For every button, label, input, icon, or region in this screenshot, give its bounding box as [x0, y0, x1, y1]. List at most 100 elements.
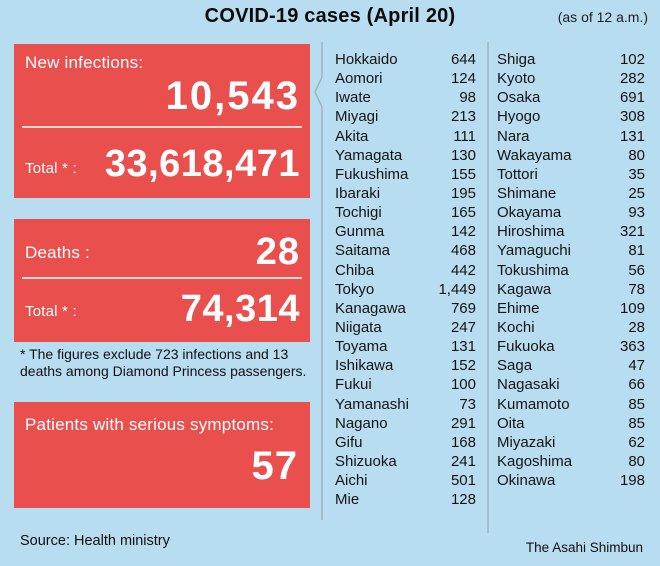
prefecture-value: 93: [628, 204, 645, 222]
prefecture-row: Aichi 501: [335, 471, 476, 490]
prefecture-row: Kyoto 282: [497, 69, 645, 88]
prefecture-name: Fukui: [335, 376, 372, 394]
prefecture-row: Tottori 35: [497, 165, 645, 184]
prefecture-row: Ibaraki 195: [335, 184, 476, 203]
prefecture-name: Ibaraki: [335, 184, 381, 202]
infections-total-value: 33,618,471: [104, 143, 300, 185]
prefecture-row: Miyagi 213: [335, 107, 476, 126]
prefecture-row: Hyogo 308: [497, 107, 645, 126]
prefecture-value: 85: [628, 414, 645, 432]
prefecture-value: 291: [450, 414, 476, 432]
prefecture-value: 109: [619, 299, 645, 317]
prefecture-name: Toyama: [335, 338, 388, 356]
prefecture-row: Okayama 93: [497, 203, 645, 222]
prefecture-row: Wakayama 80: [497, 146, 645, 165]
prefecture-name: Tottori: [497, 165, 538, 183]
prefecture-row: Okinawa 198: [497, 471, 645, 490]
prefecture-value: 111: [453, 127, 476, 145]
prefecture-value: 691: [619, 89, 645, 107]
prefecture-row: Fukushima 155: [335, 165, 476, 184]
prefecture-name: Nagasaki: [497, 376, 560, 394]
prefecture-name: Shizuoka: [335, 452, 397, 470]
diamond-princess-footnote: * The figures exclude 723 infections and…: [20, 346, 320, 380]
prefecture-row: Miyazaki 62: [497, 433, 645, 452]
prefecture-row: Saga 47: [497, 356, 645, 375]
prefecture-row: Toyama 131: [335, 337, 476, 356]
prefecture-row: Tokushima 56: [497, 261, 645, 280]
prefecture-row: Saitama 468: [335, 241, 476, 260]
prefecture-value: 308: [619, 108, 645, 126]
prefecture-name: Saga: [497, 357, 533, 375]
prefecture-name: Kanagawa: [335, 299, 406, 317]
page-title: COVID-19 cases (April 20): [204, 5, 456, 27]
prefecture-name: Kagawa: [497, 280, 552, 298]
prefecture-name: Iwate: [335, 89, 371, 107]
brace-divider-line: [314, 42, 323, 520]
serious-symptoms-value: 57: [251, 444, 298, 488]
prefecture-name: Ishikawa: [335, 357, 394, 375]
panel-divider: [22, 126, 302, 128]
prefecture-row: Tochigi 165: [335, 203, 476, 222]
prefecture-name: Okayama: [497, 204, 562, 222]
prefecture-value: 98: [459, 89, 476, 107]
prefecture-value: 81: [628, 242, 645, 260]
prefecture-name: Yamanashi: [335, 395, 409, 413]
prefecture-name: Tochigi: [335, 204, 382, 222]
prefecture-name: Hokkaido: [335, 51, 398, 68]
prefecture-column-1: Hokkaido 644 Aomori 124 Iwate 98 Miyagi 213 Akit…: [335, 50, 476, 509]
prefecture-value: 168: [450, 433, 476, 451]
prefecture-name: Aomori: [335, 70, 383, 88]
prefecture-name: Shimane: [497, 184, 557, 202]
prefecture-value: 80: [628, 452, 645, 470]
prefecture-row: Kagoshima 80: [497, 452, 645, 471]
prefecture-row: Yamaguchi 81: [497, 241, 645, 260]
prefecture-value: 644: [450, 51, 476, 68]
serious-symptoms-label: Patients with serious symptoms:: [25, 415, 275, 434]
prefecture-name: Kagoshima: [497, 452, 573, 470]
prefecture-name: Niigata: [335, 318, 382, 336]
prefecture-value: 131: [450, 338, 476, 356]
prefecture-value: 142: [450, 223, 476, 241]
new-infections-panel: New infections: 10,543 Total * : 33,618,…: [14, 44, 310, 198]
deaths-value: 28: [255, 231, 300, 273]
prefecture-value: 62: [628, 433, 645, 451]
prefecture-value: 241: [450, 452, 476, 470]
prefecture-row: Akita 111: [335, 127, 476, 146]
prefecture-name: Fukuoka: [497, 338, 555, 356]
source-label: Source: Health ministry: [20, 533, 170, 549]
footnote-line-1: * The figures exclude 723 infections and…: [20, 346, 289, 362]
prefecture-name: Nagano: [335, 414, 388, 432]
prefecture-row: Nara 131: [497, 127, 645, 146]
prefecture-value: 131: [619, 127, 645, 145]
prefecture-name: Oita: [497, 414, 525, 432]
prefecture-name: Nara: [497, 127, 530, 145]
prefecture-name: Shiga: [497, 51, 536, 68]
prefecture-row: Ishikawa 152: [335, 356, 476, 375]
prefecture-value: 85: [628, 395, 645, 413]
prefecture-name: Tokushima: [497, 261, 569, 279]
prefecture-name: Kyoto: [497, 70, 536, 88]
prefecture-value: 25: [628, 184, 645, 202]
prefecture-row: Shizuoka 241: [335, 452, 476, 471]
prefecture-value: 198: [619, 472, 645, 490]
prefecture-value: 468: [450, 242, 476, 260]
prefecture-row: Kochi 28: [497, 318, 645, 337]
prefecture-name: Fukushima: [335, 165, 409, 183]
prefecture-row: Shiga 102: [497, 50, 645, 69]
prefecture-value: 155: [450, 165, 476, 183]
prefecture-name: Kochi: [497, 318, 535, 336]
prefecture-row: Kagawa 78: [497, 280, 645, 299]
new-infections-label: New infections:: [25, 53, 144, 72]
prefecture-name: Kumamoto: [497, 395, 570, 413]
prefecture-name: Wakayama: [497, 146, 572, 164]
prefecture-name: Tokyo: [335, 280, 375, 298]
prefecture-name: Yamagata: [335, 146, 403, 164]
prefecture-value: 442: [450, 261, 476, 279]
prefecture-name: Hiroshima: [497, 223, 565, 241]
prefecture-name: Akita: [335, 127, 369, 145]
prefecture-row: Oita 85: [497, 414, 645, 433]
prefecture-name: Miyagi: [335, 108, 379, 126]
prefecture-value: 769: [450, 299, 476, 317]
prefecture-row: Kanagawa 769: [335, 299, 476, 318]
